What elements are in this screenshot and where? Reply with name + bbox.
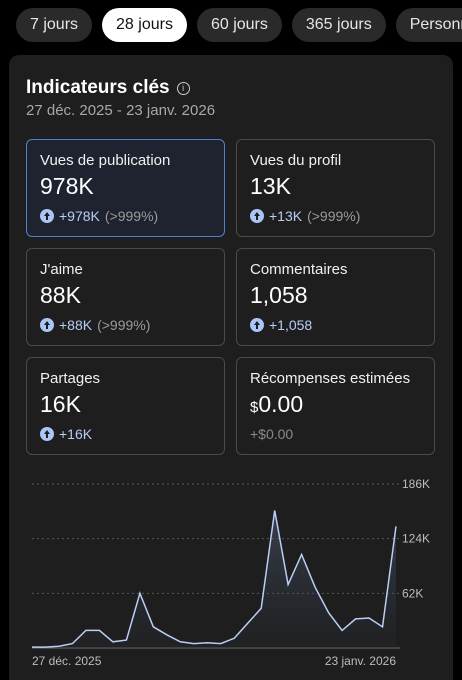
metric-value: 88K [40, 282, 211, 309]
change: +978K [59, 208, 100, 224]
metric-change: +13K (>999%) [250, 208, 421, 224]
up-arrow [40, 209, 54, 223]
value: 88K [40, 282, 81, 308]
value: 16K [40, 391, 81, 417]
value: 0.00 [258, 391, 304, 417]
area [32, 510, 396, 648]
metric-change: +88K (>999%) [40, 317, 211, 333]
metric-title: Commentaires [250, 261, 348, 278]
tab[interactable]: 60 jours [196, 8, 282, 42]
up-arrow [40, 427, 54, 441]
tab[interactable]: 7 jours [16, 8, 93, 42]
panel: Indicateurs clés i 27 déc. 2025 - 23 janv… [9, 55, 453, 680]
title-row: Indicateurs clés i [26, 77, 190, 99]
metric-value: $0.00 [250, 391, 421, 418]
metric-change: +978K (>999%) [40, 208, 211, 224]
line [32, 510, 397, 648]
metric-card[interactable]: Commentaires 1,058 +1,058 [236, 248, 435, 346]
metric-title: Récompenses estimées [250, 370, 411, 387]
change: +$0.00 [250, 426, 294, 442]
date-range: 27 déc. 2025 - 23 janv. 2026 [26, 102, 216, 119]
metric-value: 13K [250, 173, 421, 200]
x-tick-label: 27 déc. 2025 [32, 654, 102, 668]
currency: $ [250, 399, 259, 416]
metric-card[interactable]: J'aime 88K +88K (>999%) [26, 248, 225, 346]
up-arrow [250, 318, 264, 332]
tab[interactable]: Personn [395, 8, 462, 42]
change-pct: (>999%) [307, 208, 361, 224]
change-pct: (>999%) [97, 317, 151, 333]
metric-card[interactable]: Partages 16K +16K [26, 357, 225, 455]
metric-title: Vues du profil [250, 152, 342, 169]
metric-title: J'aime [40, 261, 83, 278]
change: +16K [59, 426, 93, 442]
change-pct: (>999%) [104, 208, 159, 224]
metric-change: +1,058 [250, 317, 421, 333]
change: +13K [269, 208, 303, 224]
metric-value: 16K [40, 391, 211, 418]
value: 1,058 [250, 282, 308, 308]
y-tick-label: 186K [402, 477, 430, 491]
value: 978K [40, 173, 94, 199]
title: Indicateurs clés [26, 77, 170, 98]
x-tick-label: 23 janv. 2026 [325, 654, 396, 668]
value: 13K [250, 173, 291, 199]
change: +88K [59, 317, 93, 333]
up-arrow [40, 318, 54, 332]
metric-title: Partages [40, 370, 101, 387]
up-arrow [250, 209, 264, 223]
y-tick-label: 62K [402, 586, 423, 600]
metric-title: Vues de publication [40, 152, 171, 169]
metric-card[interactable]: Vues de publication 978K +978K (>999%) [26, 139, 225, 237]
metric-card[interactable]: Récompenses estimées $0.00 +$0.00 [236, 357, 435, 455]
metric-value: 1,058 [250, 282, 421, 309]
metric-value: 978K [40, 173, 211, 200]
tab[interactable]: 28 jours [102, 8, 187, 42]
y-tick-label: 124K [402, 532, 430, 546]
tab-bar: 7 jours 28 jours 60 jours 365 jours Personn [16, 8, 462, 42]
tab[interactable]: 365 jours [291, 8, 386, 42]
info-icon[interactable]: i [176, 81, 190, 95]
metric-card[interactable]: Vues du profil 13K +13K (>999%) [236, 139, 435, 237]
change: +1,058 [269, 317, 313, 333]
metric-change: +16K [40, 426, 211, 442]
metric-change: +$0.00 [250, 426, 421, 442]
